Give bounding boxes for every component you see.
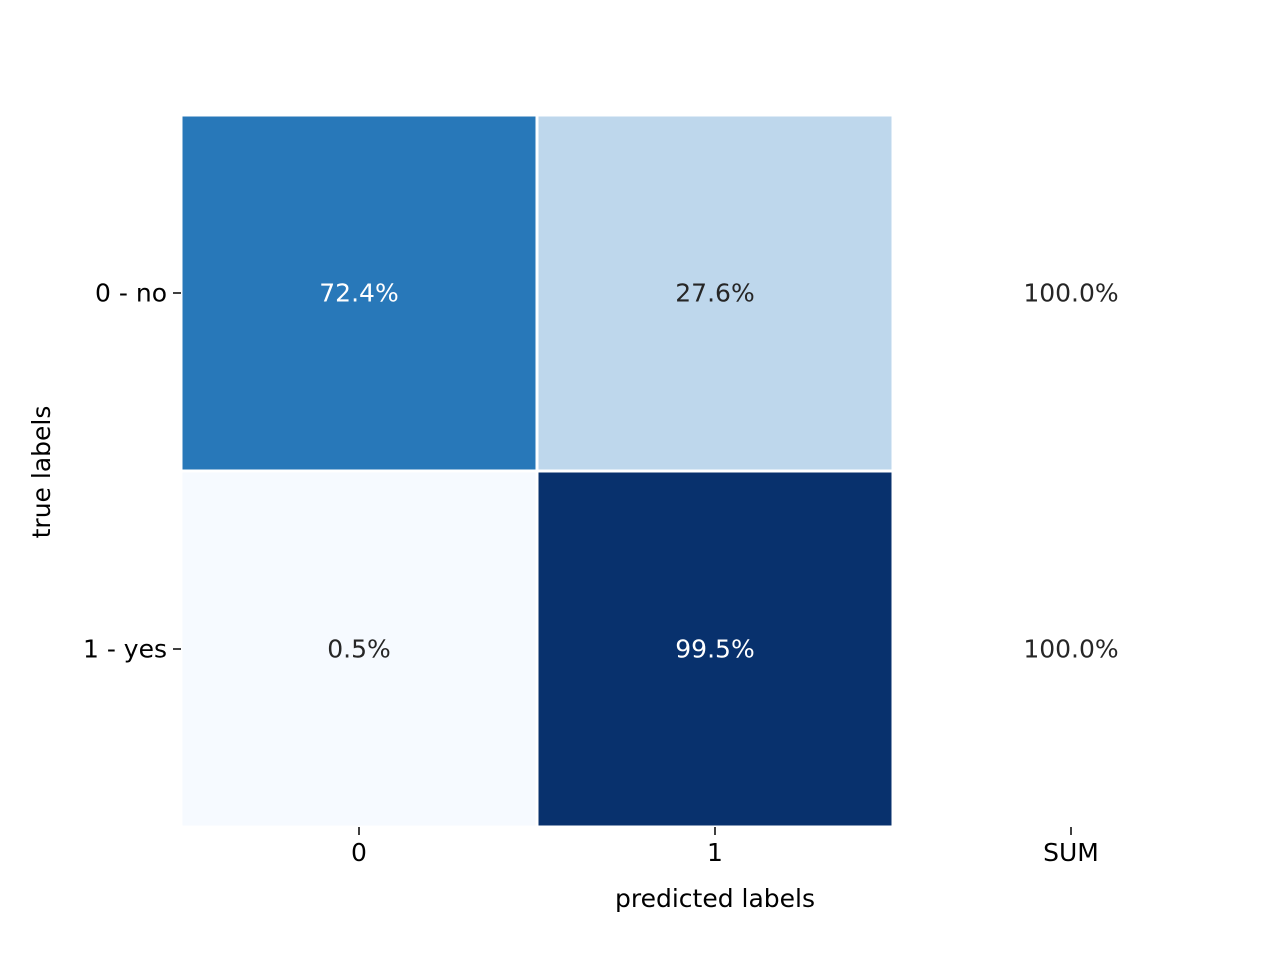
x-tick-label-2: SUM [1043, 838, 1099, 867]
y-tick-label-1: 1 - yes [83, 635, 167, 664]
heatmap-cell-r1-c0 [179, 469, 539, 829]
x-axis-label: predicted labels [615, 884, 815, 913]
cell-label-r0-c0: 72.4% [319, 279, 398, 308]
y-tick-label-0: 0 - no [95, 279, 167, 308]
sum-label-r1: 100.0% [1023, 635, 1118, 664]
sum-column-labels: 100.0% 100.0% [1023, 279, 1118, 664]
y-axis-ticks: 0 - no 1 - yes [83, 279, 181, 664]
heatmap-cell-r0-c1 [535, 113, 895, 473]
x-tick-label-1: 1 [707, 838, 723, 867]
cell-label-r1-c0: 0.5% [327, 635, 391, 664]
cell-label-r0-c1: 27.6% [675, 279, 754, 308]
sum-label-r0: 100.0% [1023, 279, 1118, 308]
y-axis-label: true labels [27, 406, 56, 539]
heatmap-cells [179, 113, 895, 829]
x-tick-label-0: 0 [351, 838, 367, 867]
cell-label-r1-c1: 99.5% [675, 635, 754, 664]
heatmap-cell-r1-c1 [535, 469, 895, 829]
x-axis-ticks: 0 1 SUM [351, 827, 1099, 867]
heatmap-cell-labels: 72.4% 27.6% 0.5% 99.5% [319, 279, 754, 664]
heatmap-cell-r0-c0 [179, 113, 539, 473]
